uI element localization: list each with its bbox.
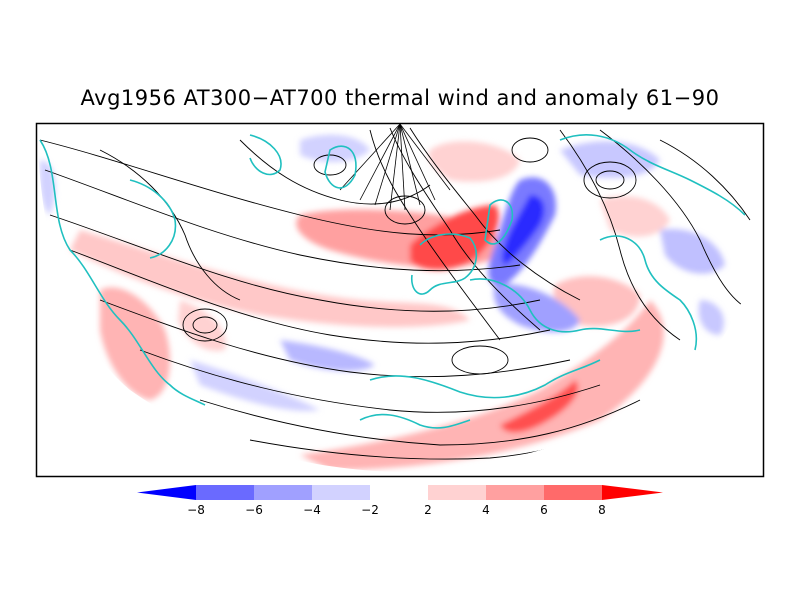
colorbar-swatch (544, 485, 602, 500)
warm-anomaly-east-siberia (600, 196, 670, 237)
colorbar-arrow-low (137, 485, 196, 500)
coastline-europe (410, 233, 478, 295)
warm-anomaly-west (178, 300, 226, 351)
cold-anomaly-far-east (660, 229, 725, 274)
colorbar-tick-label: −8 (187, 503, 205, 517)
coastline-siberia (559, 134, 746, 216)
streamline (44, 169, 521, 272)
streamline (599, 129, 751, 311)
coastline-east-asia (599, 235, 698, 351)
colorbar-swatch (486, 485, 544, 500)
colorbar-swatch (254, 485, 312, 500)
warm-anomaly-pacific-belt (70, 230, 470, 327)
warm-anomaly-russia (553, 276, 640, 327)
coastline-africa-middle-east (359, 413, 471, 429)
colorbar-tick-label: 8 (598, 503, 606, 517)
coastline-scandinavia (484, 199, 514, 245)
colorbar-tick-label: 2 (424, 503, 432, 517)
cold-anomaly-core (502, 195, 545, 265)
streamline (99, 149, 241, 301)
coastline-russia (469, 278, 641, 333)
coastline-north-america (39, 139, 206, 406)
warm-anomaly-subtropical-band (300, 300, 664, 470)
colorbar-swatch (370, 485, 428, 500)
streamline-vortex (192, 316, 218, 334)
streamline (389, 127, 541, 331)
coastline-arctic-islands (249, 134, 282, 176)
streamline-vortex (583, 161, 637, 199)
pole-convergence (339, 124, 451, 211)
warm-anomaly-asia-core (500, 380, 579, 433)
warm-anomaly-north-america (100, 287, 170, 400)
streamline-vortex (182, 308, 228, 342)
streamline (99, 299, 571, 378)
streamline (239, 139, 431, 205)
anomaly-shading (39, 134, 725, 470)
streamline-vortex (511, 137, 549, 163)
colorbar-tick-label: 4 (482, 503, 490, 517)
cold-anomaly-pacific (280, 340, 375, 372)
chart-title: Avg1956 AT300−AT700 thermal wind and ano… (80, 86, 720, 110)
streamline-vortex (595, 170, 625, 190)
colorbar-swatch (312, 485, 370, 500)
streamline (659, 139, 751, 221)
streamline-vortex (384, 195, 426, 225)
coastline-alaska (129, 179, 177, 259)
cold-anomaly-west-siberia (493, 284, 580, 332)
streamline (139, 349, 601, 413)
colorbar-swatch (196, 485, 254, 500)
streamline (409, 127, 581, 301)
coastline-greenland (324, 145, 357, 189)
streamline (369, 129, 501, 341)
cold-anomaly-arctic-east (560, 141, 660, 178)
streamline (49, 214, 541, 312)
streamline (559, 129, 681, 341)
streamline-vortex (313, 154, 347, 176)
colorbar-tick-label: −6 (245, 503, 263, 517)
colorbar-arrow-high (602, 485, 663, 500)
warm-anomaly-arctic (428, 141, 520, 182)
colorbar-swatch (428, 485, 486, 500)
streamline (199, 399, 641, 446)
colorbar-tick-label: −4 (303, 503, 321, 517)
cold-anomaly-arctic-west (300, 134, 370, 162)
colorbar-tick-label: −2 (361, 503, 379, 517)
colorbar-tick-label: 6 (540, 503, 548, 517)
coastlines (39, 134, 746, 429)
streamline-vortex (451, 345, 509, 375)
map-frame (35, 122, 765, 478)
cold-anomaly-east-pacific (698, 300, 724, 335)
coastline-asia (369, 359, 601, 399)
streamline (69, 249, 551, 344)
